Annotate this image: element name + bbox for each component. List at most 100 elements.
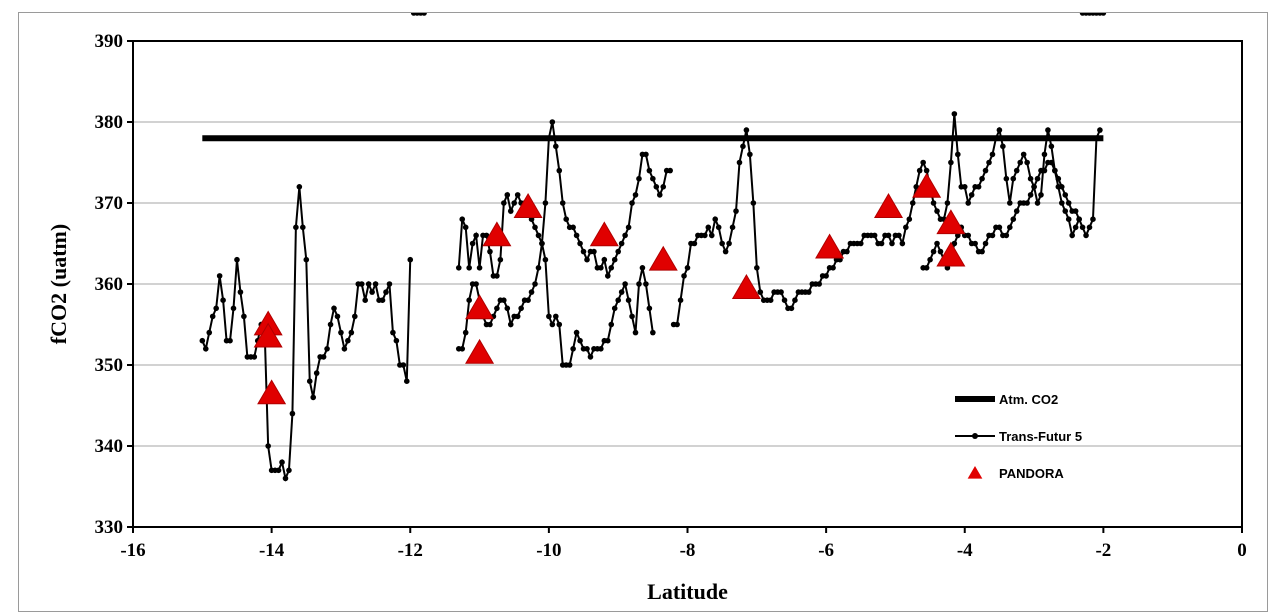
legend-pandora-marker	[967, 466, 983, 479]
tick-label-y: 350	[95, 355, 124, 376]
trans-futur-point	[625, 297, 632, 304]
pandora-point	[513, 193, 543, 218]
trans-futur-point	[972, 240, 978, 247]
trans-futur-point	[289, 410, 296, 417]
trans-futur-point	[684, 265, 691, 271]
trans-futur-point	[639, 265, 646, 271]
trans-futur-point	[365, 281, 372, 287]
legend-trans-futur-label: Trans-Futur 5	[999, 429, 1082, 444]
trans-futur-point	[407, 256, 414, 263]
pandora-point	[589, 221, 619, 247]
trans-futur-point	[1076, 216, 1082, 222]
trans-futur-point	[948, 159, 954, 166]
trans-futur-point	[362, 297, 368, 304]
trans-futur-point	[708, 232, 715, 239]
legend: Atm. CO2 Trans-Futur 5 PANDORA	[955, 392, 1082, 481]
trans-futur-point	[476, 265, 483, 271]
trans-futur-point	[996, 224, 1003, 231]
trans-futur-point	[383, 289, 389, 295]
trans-futur-point	[656, 192, 663, 198]
trans-futur-point	[296, 184, 303, 190]
trans-futur-point	[674, 321, 680, 328]
trans-futur-point	[466, 297, 472, 304]
trans-futur-point	[1062, 192, 1069, 198]
trans-futur-point	[622, 281, 628, 287]
trans-futur-point	[681, 273, 687, 279]
trans-futur-point	[234, 256, 240, 263]
trans-futur-point	[1013, 208, 1020, 214]
trans-futur-point	[459, 216, 466, 222]
trans-futur-point	[625, 224, 632, 231]
trans-futur-point	[747, 151, 753, 158]
trans-futur-point	[275, 467, 282, 474]
trans-futur-point	[501, 297, 507, 304]
trans-futur-point	[358, 281, 365, 287]
trans-futur-point	[601, 256, 608, 263]
trans-futur-point	[1048, 159, 1055, 166]
trans-futur-point	[889, 240, 895, 247]
trans-futur-point	[421, 13, 427, 16]
trans-futur-point	[1065, 200, 1072, 206]
trans-futur-point	[615, 297, 621, 304]
trans-futur-point	[937, 248, 944, 255]
legend-atm-co2-label: Atm. CO2	[999, 392, 1058, 407]
trans-futur-point	[632, 192, 639, 198]
trans-futur-point	[982, 240, 989, 247]
trans-futur-point	[885, 232, 892, 239]
trans-futur-point	[473, 281, 479, 287]
trans-futur-point	[497, 256, 504, 263]
trans-futur-point	[636, 281, 642, 287]
trans-futur-point	[604, 273, 611, 279]
trans-futur-point	[944, 200, 951, 206]
trans-futur-point	[559, 200, 566, 206]
trans-futur-point	[327, 321, 334, 328]
series-trans-futur-line	[458, 243, 654, 366]
trans-futur-point	[719, 240, 725, 247]
trans-futur-point	[961, 184, 968, 190]
trans-futur-point	[570, 224, 576, 231]
trans-futur-point	[1017, 159, 1023, 166]
trans-futur-point	[792, 297, 798, 304]
trans-futur-point	[542, 256, 549, 263]
trans-futur-point	[913, 184, 920, 190]
trans-futur-point	[1000, 143, 1006, 150]
trans-futur-point	[403, 378, 410, 385]
trans-futur-point	[487, 248, 493, 255]
pandora-point	[873, 193, 904, 218]
trans-futur-point	[611, 305, 618, 312]
trans-futur-point	[643, 151, 649, 158]
trans-futur-point	[646, 305, 653, 312]
trans-futur-point	[920, 159, 926, 166]
trans-futur-point	[934, 208, 940, 214]
trans-futur-point	[591, 248, 597, 255]
tick-label-x: -8	[680, 540, 696, 561]
trans-futur-point	[528, 289, 535, 295]
trans-futur-point	[871, 232, 878, 239]
trans-futur-point	[535, 265, 542, 271]
trans-futur-point	[1034, 175, 1041, 182]
trans-futur-point	[618, 289, 625, 295]
trans-futur-point	[930, 248, 937, 255]
trans-futur-point	[466, 265, 472, 271]
trans-futur-point	[823, 273, 829, 279]
y-axis-title: fCO2 (uatm)	[46, 224, 71, 344]
tick-label-y: 330	[95, 517, 124, 538]
tick-label-y: 370	[95, 193, 124, 214]
trans-futur-point	[1027, 175, 1034, 182]
chart-frame: 330 340 350 360 370 380 390 -16 -14 -12 -10 -8 -6 -4 -…	[18, 12, 1268, 612]
trans-futur-point	[573, 232, 580, 239]
trans-futur-point	[577, 337, 583, 344]
legend-pandora-label: PANDORA	[999, 466, 1064, 481]
trans-futur-point	[653, 184, 660, 190]
tick-label-x: -6	[818, 540, 834, 561]
trans-futur-point	[1072, 208, 1079, 214]
trans-futur-point	[455, 265, 462, 271]
trans-futur-point	[979, 248, 985, 255]
pandora-point	[912, 172, 942, 198]
trans-futur-point	[608, 321, 615, 328]
pandora-point	[648, 245, 678, 271]
trans-futur-point	[989, 151, 996, 158]
trans-futur-point	[750, 200, 757, 206]
trans-futur-point	[573, 329, 580, 336]
trans-futur-point	[334, 313, 341, 320]
